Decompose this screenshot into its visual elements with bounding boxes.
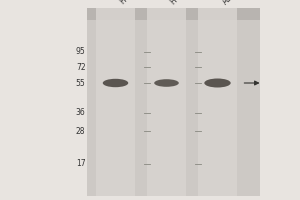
Text: 95: 95 — [76, 47, 85, 56]
Bar — [198, 8, 237, 196]
Ellipse shape — [103, 79, 128, 87]
Bar — [87, 8, 260, 20]
Text: H lung: H lung — [118, 0, 142, 6]
Ellipse shape — [154, 79, 179, 87]
Bar — [87, 8, 260, 196]
Text: 17: 17 — [76, 160, 86, 168]
Text: H liver: H liver — [169, 0, 194, 6]
Text: 55: 55 — [76, 78, 85, 88]
Bar — [96, 8, 135, 196]
Text: 36: 36 — [76, 108, 85, 117]
Text: 72: 72 — [76, 62, 86, 72]
Bar — [147, 8, 186, 196]
Text: A549: A549 — [220, 0, 241, 6]
Ellipse shape — [204, 78, 231, 88]
Text: 28: 28 — [76, 127, 86, 136]
